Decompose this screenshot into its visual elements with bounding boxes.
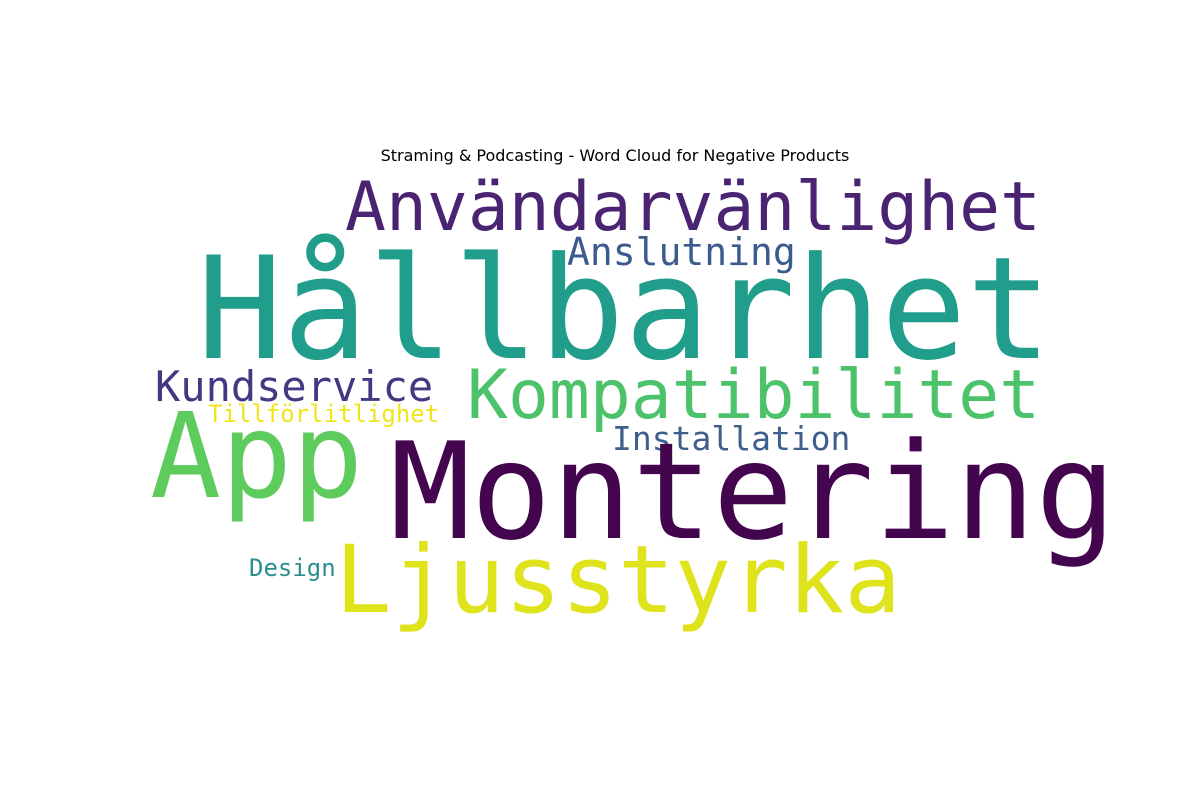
- word-design: Design: [249, 554, 336, 582]
- word-ljusstyrka: Ljusstyrka: [335, 526, 901, 635]
- word-anslutning: Anslutning: [567, 230, 796, 274]
- chart-title: Straming & Podcasting - Word Cloud for N…: [380, 146, 850, 165]
- word-anvandarvanlighet: Användarvänlighet: [345, 168, 1041, 247]
- word-app: App: [150, 387, 363, 525]
- word-tillforlitlighet: Tillförlitlighet: [208, 400, 439, 428]
- word-montering: Montering: [390, 414, 1116, 570]
- word-kompatibilitet: Kompatibilitet: [467, 356, 1040, 435]
- word-hallbarhet: Hållbarhet: [197, 227, 1052, 392]
- word-installation: Installation: [612, 419, 850, 458]
- word-kundservice: Kundservice: [155, 362, 433, 411]
